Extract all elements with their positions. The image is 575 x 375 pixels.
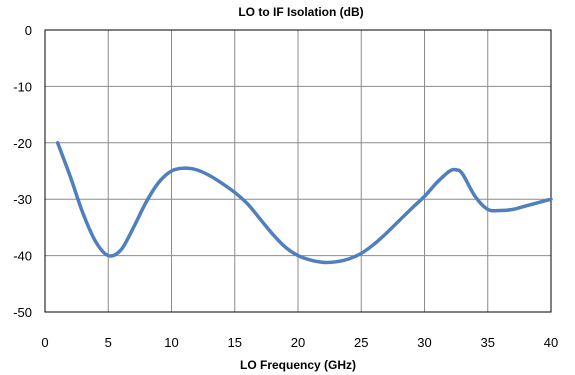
- x-tick-label: 30: [417, 335, 431, 350]
- x-tick-label: 0: [41, 335, 48, 350]
- y-tick-labels: 0 -10 -20 -30 -40 -50: [13, 23, 32, 320]
- vertical-gridlines: [107, 30, 489, 312]
- y-tick-label: -50: [13, 305, 32, 320]
- series-line: [55, 141, 553, 265]
- y-tick-label: 0: [25, 23, 32, 38]
- x-tick-label: 40: [544, 335, 558, 350]
- x-tick-label: 10: [164, 335, 178, 350]
- x-tick-label: 20: [291, 335, 305, 350]
- x-axis-label: LO Frequency (GHz): [240, 358, 356, 372]
- plot-area-frame: [44, 29, 552, 313]
- x-tick-labels: 0 5 10 15 20 25 30 35 40: [41, 335, 558, 350]
- y-tick-label: -10: [13, 79, 32, 94]
- x-tick-label: 15: [228, 335, 242, 350]
- x-tick-label: 25: [354, 335, 368, 350]
- x-tick-label: 5: [105, 335, 112, 350]
- chart-title: LO to IF Isolation (dB): [238, 5, 363, 19]
- x-tick-label: 35: [481, 335, 495, 350]
- y-tick-label: -40: [13, 249, 32, 264]
- y-tick-label: -20: [13, 136, 32, 151]
- y-tick-label: -30: [13, 192, 32, 207]
